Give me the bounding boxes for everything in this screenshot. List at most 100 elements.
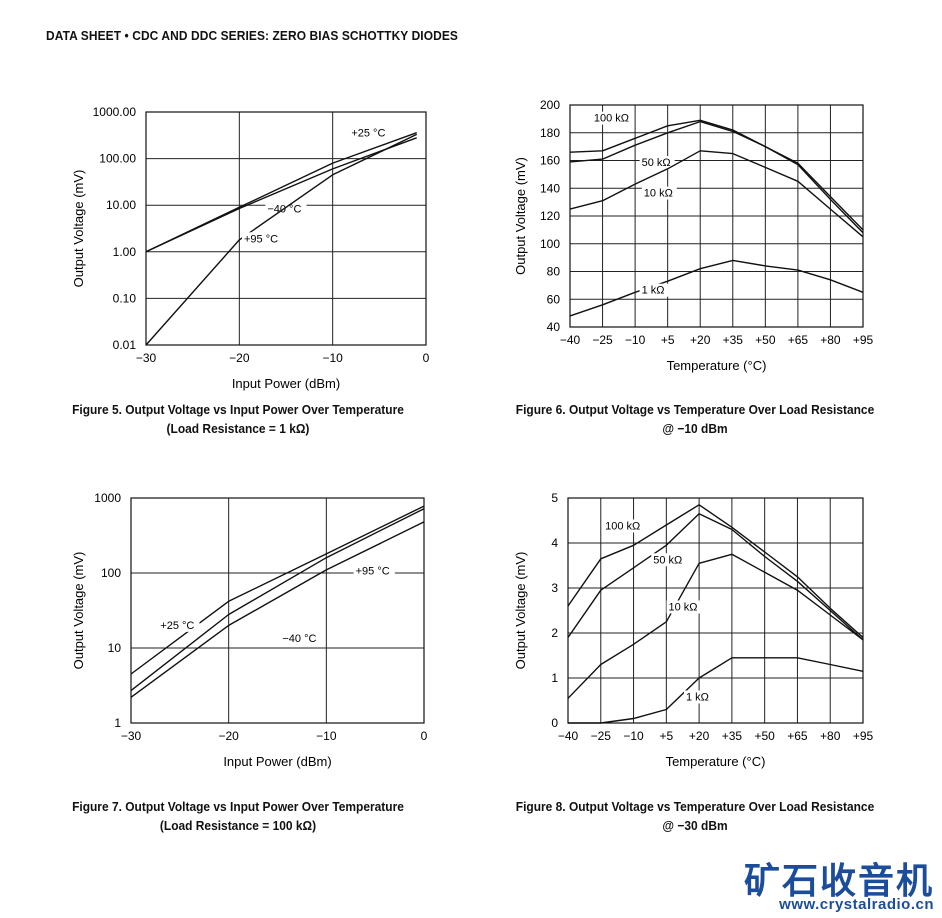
series-line bbox=[130, 505, 425, 675]
series-label: 100 kΩ bbox=[594, 113, 629, 125]
y-tick-label: 200 bbox=[540, 98, 560, 112]
series-label-background bbox=[591, 111, 634, 125]
series-line bbox=[145, 133, 418, 346]
y-tick-label: 180 bbox=[540, 126, 560, 140]
figure-6-wrapper: −40 −25 −10 +5 +20 +35 +50 +65 +80 +95 40 60 80 100 12… bbox=[500, 95, 890, 400]
figure-8-caption-line2: @ −30 dBm bbox=[662, 818, 728, 833]
y-tick-label: 100.00 bbox=[99, 152, 136, 166]
y-axis-label: Output Voltage (mV) bbox=[71, 170, 86, 288]
figure-7-chart: −30 −20 −10 0 1 10 100 1000 Input Power (dBm) Out… bbox=[71, 491, 428, 769]
series-line bbox=[568, 657, 864, 724]
x-axis-label: Temperature (°C) bbox=[667, 358, 767, 373]
x-tick-label: +65 bbox=[788, 333, 809, 347]
figure-8-wrapper: −40 −25 −10 +5 +20 +35 +50 +65 +80 +95 0 1 2 3 4 5 Tempe… bbox=[500, 485, 890, 790]
series-line bbox=[567, 504, 864, 639]
series-line bbox=[569, 259, 864, 317]
x-tick-label: +20 bbox=[689, 729, 710, 743]
x-tick-label: +65 bbox=[787, 729, 808, 743]
series-label-background bbox=[158, 618, 200, 632]
series-label: 100 kΩ bbox=[605, 521, 640, 533]
x-tick-label: −30 bbox=[121, 729, 142, 743]
y-tick-label: 3 bbox=[551, 581, 558, 595]
x-tick-label: −30 bbox=[136, 351, 157, 365]
x-tick-label: −20 bbox=[229, 351, 250, 365]
watermark-url: www.crystalradio.cn bbox=[779, 896, 934, 913]
page-header: DATA SHEET • CDC AND DDC SERIES: ZERO BI… bbox=[46, 28, 458, 43]
x-tick-label: +95 bbox=[853, 729, 874, 743]
figure-6-caption-line1: Figure 6. Output Voltage vs Temperature … bbox=[515, 402, 875, 417]
series-label: 10 kΩ bbox=[644, 188, 673, 200]
series-label: 50 kΩ bbox=[653, 554, 682, 566]
series-label-background bbox=[603, 519, 645, 533]
y-tick-label: 5 bbox=[551, 491, 558, 505]
x-tick-label: +35 bbox=[723, 333, 744, 347]
series-label-background bbox=[639, 283, 669, 297]
x-tick-label: +80 bbox=[820, 333, 841, 347]
figure-5-caption: Figure 5. Output Voltage vs Input Power … bbox=[45, 400, 431, 438]
x-axis-label: Input Power (dBm) bbox=[223, 754, 331, 769]
series-line bbox=[569, 150, 864, 238]
y-tick-label: 120 bbox=[540, 209, 560, 223]
figure-6-chart: −40 −25 −10 +5 +20 +35 +50 +65 +80 +95 40 60 80 100 12… bbox=[513, 98, 874, 373]
series-label: +95 °C bbox=[356, 566, 390, 578]
x-tick-label: +50 bbox=[755, 333, 776, 347]
series-line bbox=[569, 119, 864, 231]
figure-8-chart: −40 −25 −10 +5 +20 +35 +50 +65 +80 +95 0 1 2 3 4 5 Tempe… bbox=[513, 491, 874, 769]
x-tick-label: −25 bbox=[592, 333, 613, 347]
y-tick-label: 0 bbox=[551, 716, 558, 730]
series-line bbox=[145, 137, 417, 253]
series-label: 1 kΩ bbox=[686, 692, 709, 704]
x-tick-label: +5 bbox=[661, 333, 675, 347]
series-label-background bbox=[349, 126, 391, 140]
x-tick-label: 0 bbox=[421, 729, 428, 743]
series-label: −40 °C bbox=[282, 633, 316, 645]
y-tick-label: 4 bbox=[551, 536, 558, 550]
y-tick-label: 100 bbox=[540, 237, 560, 251]
y-tick-label: 1 bbox=[551, 671, 558, 685]
x-tick-label: −25 bbox=[591, 729, 612, 743]
plot-frame bbox=[145, 111, 427, 346]
series-line bbox=[130, 521, 425, 698]
watermark-logo: 矿石收音机 bbox=[743, 861, 934, 902]
series-label: +25 °C bbox=[351, 127, 385, 139]
x-tick-label: −40 bbox=[558, 729, 579, 743]
y-tick-label: 40 bbox=[547, 320, 561, 334]
series-line bbox=[130, 508, 425, 692]
y-tick-label: 10.00 bbox=[106, 198, 136, 212]
x-tick-label: −10 bbox=[625, 333, 646, 347]
y-axis-label: Output Voltage (mV) bbox=[513, 157, 528, 275]
plot-frame bbox=[567, 497, 864, 724]
y-tick-label: 1.00 bbox=[113, 245, 137, 259]
figure-7-caption: Figure 7. Output Voltage vs Input Power … bbox=[45, 797, 431, 835]
x-tick-label: +35 bbox=[722, 729, 743, 743]
x-tick-label: +5 bbox=[659, 729, 673, 743]
figure-7-wrapper: −30 −20 −10 0 1 10 100 1000 Input Power (dBm) Out… bbox=[56, 485, 446, 790]
figure-7-caption-line1: Figure 7. Output Voltage vs Input Power … bbox=[72, 799, 404, 814]
x-axis-label: Input Power (dBm) bbox=[232, 376, 340, 391]
figure-6-caption: Figure 6. Output Voltage vs Temperature … bbox=[502, 400, 888, 438]
series-label-background bbox=[651, 553, 687, 567]
y-axis-label: Output Voltage (mV) bbox=[71, 552, 86, 670]
x-tick-label: −20 bbox=[218, 729, 239, 743]
series-label-background bbox=[684, 690, 713, 704]
y-tick-label: 160 bbox=[540, 154, 560, 168]
series-label-background bbox=[353, 564, 395, 578]
y-axis-label: Output Voltage (mV) bbox=[513, 552, 528, 670]
series-label-background bbox=[666, 600, 702, 614]
series-label-background bbox=[265, 202, 307, 216]
figure-5: −30 −20 −10 0 0.01 0.10 1.00 10.00 100.00 1000.00… bbox=[56, 95, 446, 400]
series-label: +25 °C bbox=[160, 620, 194, 632]
x-tick-label: +50 bbox=[754, 729, 775, 743]
x-tick-label: +95 bbox=[853, 333, 874, 347]
series-label: 1 kΩ bbox=[642, 285, 665, 297]
series-line bbox=[569, 120, 864, 234]
x-axis-label: Temperature (°C) bbox=[666, 754, 766, 769]
series-label-background bbox=[242, 232, 284, 246]
x-tick-label: −40 bbox=[560, 333, 581, 347]
figure-6-caption-line2: @ −10 dBm bbox=[662, 421, 728, 436]
plot-frame bbox=[569, 104, 864, 328]
figure-7-caption-line2: (Load Resistance = 100 kΩ) bbox=[159, 818, 317, 833]
figure-5-chart: −30 −20 −10 0 0.01 0.10 1.00 10.00 100.00 1000.00… bbox=[71, 105, 430, 391]
series-label: 50 kΩ bbox=[642, 157, 671, 169]
series-line bbox=[567, 553, 864, 699]
